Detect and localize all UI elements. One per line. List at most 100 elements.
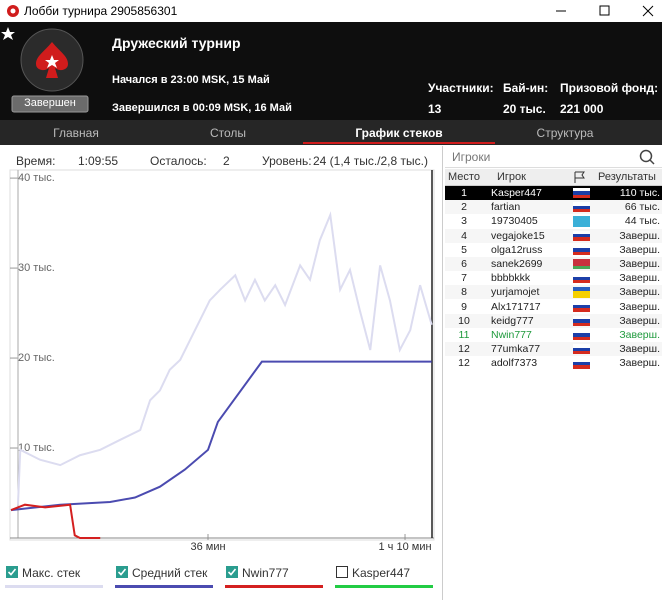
player-name: Nwin777	[491, 329, 532, 341]
table-row[interactable]	[445, 242, 662, 257]
table-row[interactable]	[445, 200, 662, 215]
legend-label[interactable]: Nwin777	[242, 566, 289, 580]
legend-checkbox[interactable]	[226, 566, 238, 578]
legend-label[interactable]: Kasper447	[352, 566, 411, 580]
flag-stripe	[573, 202, 590, 206]
place: 12	[458, 343, 470, 356]
flag-stripe	[573, 223, 590, 227]
legend-label[interactable]: Средний стек	[132, 566, 208, 580]
table-row[interactable]	[445, 299, 662, 314]
y-tick-label: 20 тыс.	[18, 352, 55, 364]
tab[interactable]: Структура	[536, 126, 594, 140]
flag-stripe	[573, 244, 590, 249]
legend-line	[225, 585, 323, 588]
result: Заверш.	[619, 243, 660, 256]
col-place: Место	[448, 171, 480, 183]
table-row[interactable]	[445, 257, 662, 271]
result: Заверш.	[619, 229, 660, 242]
series-line	[16, 211, 433, 505]
flag-stripe	[573, 358, 590, 362]
end-time: Завершился в 00:09 MSK, 16 Май	[112, 102, 292, 114]
flag-stripe	[573, 191, 590, 195]
flag-stripe	[573, 205, 590, 209]
result: Заверш.	[619, 258, 660, 270]
result: Заверш.	[619, 272, 660, 285]
tab[interactable]: Главная	[53, 126, 99, 140]
status-badge: Завершен	[24, 97, 76, 109]
tournament-title: Дружеский турнир	[112, 35, 241, 51]
stat-value: 20 тыс.	[503, 102, 546, 116]
flag-stripe	[573, 280, 590, 284]
y-tick-label: 30 тыс.	[18, 262, 55, 274]
tab[interactable]: Столы	[209, 126, 247, 140]
flag-stripe	[573, 347, 590, 351]
y-tick-label: 10 тыс.	[18, 442, 55, 454]
logo	[1, 27, 89, 113]
legend-label[interactable]: Макс. стек	[22, 566, 81, 580]
col-result: Результаты	[598, 171, 656, 183]
series-line	[10, 503, 101, 539]
place: 11	[458, 329, 470, 341]
tab[interactable]: График стеков	[355, 126, 443, 140]
info-label: Осталось:	[150, 154, 207, 168]
flag-stripe	[573, 276, 590, 280]
checkmark	[227, 568, 237, 576]
table-row[interactable]	[445, 271, 662, 286]
flag-stripe	[573, 319, 590, 323]
search-icon[interactable]	[638, 148, 656, 166]
stat-label: Бай-ин:	[503, 81, 549, 95]
player-name: Kasper447	[491, 187, 542, 199]
col-player: Игрок	[497, 171, 526, 183]
player-name: yurjamojet	[491, 286, 540, 299]
place: 2	[461, 201, 467, 214]
stat-label: Участники:	[428, 81, 494, 95]
legend-checkbox[interactable]	[116, 566, 128, 578]
window-controls[interactable]	[550, 0, 662, 22]
legend-line	[115, 585, 213, 588]
table-header	[445, 169, 662, 186]
flag-stripe	[573, 251, 590, 255]
flag-stripe	[573, 262, 590, 266]
flag-stripe	[573, 330, 590, 334]
table-row[interactable]	[445, 285, 662, 300]
y-tick-label: 40 тыс.	[18, 172, 55, 184]
result: Заверш.	[619, 357, 660, 370]
legend-line	[335, 585, 433, 588]
place: 3	[461, 215, 467, 228]
checkbox-box	[6, 566, 18, 578]
checkbox-box	[226, 566, 238, 578]
place: 12	[458, 357, 470, 370]
flag-stripe	[573, 188, 590, 192]
place: 4	[461, 229, 467, 242]
result: Заверш.	[619, 343, 660, 356]
legend-checkbox[interactable]	[336, 566, 348, 578]
checkmark	[7, 568, 17, 576]
result: 66 тыс.	[624, 201, 660, 214]
info-label: Уровень:	[262, 154, 312, 168]
table-row[interactable]	[445, 356, 662, 371]
result: Заверш.	[619, 300, 660, 313]
app-icon	[7, 5, 19, 17]
result: Заверш.	[619, 286, 660, 299]
info-label: Время:	[16, 154, 56, 168]
search-box[interactable]	[445, 147, 662, 168]
search-placeholder: Игроки	[452, 150, 491, 164]
info-value: 1:09:55	[78, 154, 119, 168]
table-row[interactable]	[445, 214, 662, 229]
table-row[interactable]	[445, 328, 662, 342]
table-row[interactable]	[445, 313, 662, 328]
flag-stripe	[573, 259, 590, 263]
tab-bar	[0, 120, 662, 145]
info-value: 2	[223, 154, 230, 168]
flag-stripe	[573, 308, 590, 312]
table-row[interactable]	[445, 186, 662, 200]
table-row[interactable]	[445, 342, 662, 357]
result: Заверш.	[619, 314, 660, 327]
header	[0, 22, 662, 120]
flag-stripe	[573, 209, 590, 213]
table-row[interactable]	[445, 228, 662, 243]
legend-checkbox[interactable]	[6, 566, 18, 578]
place: 5	[461, 243, 467, 256]
player-name: fartian	[491, 201, 521, 214]
